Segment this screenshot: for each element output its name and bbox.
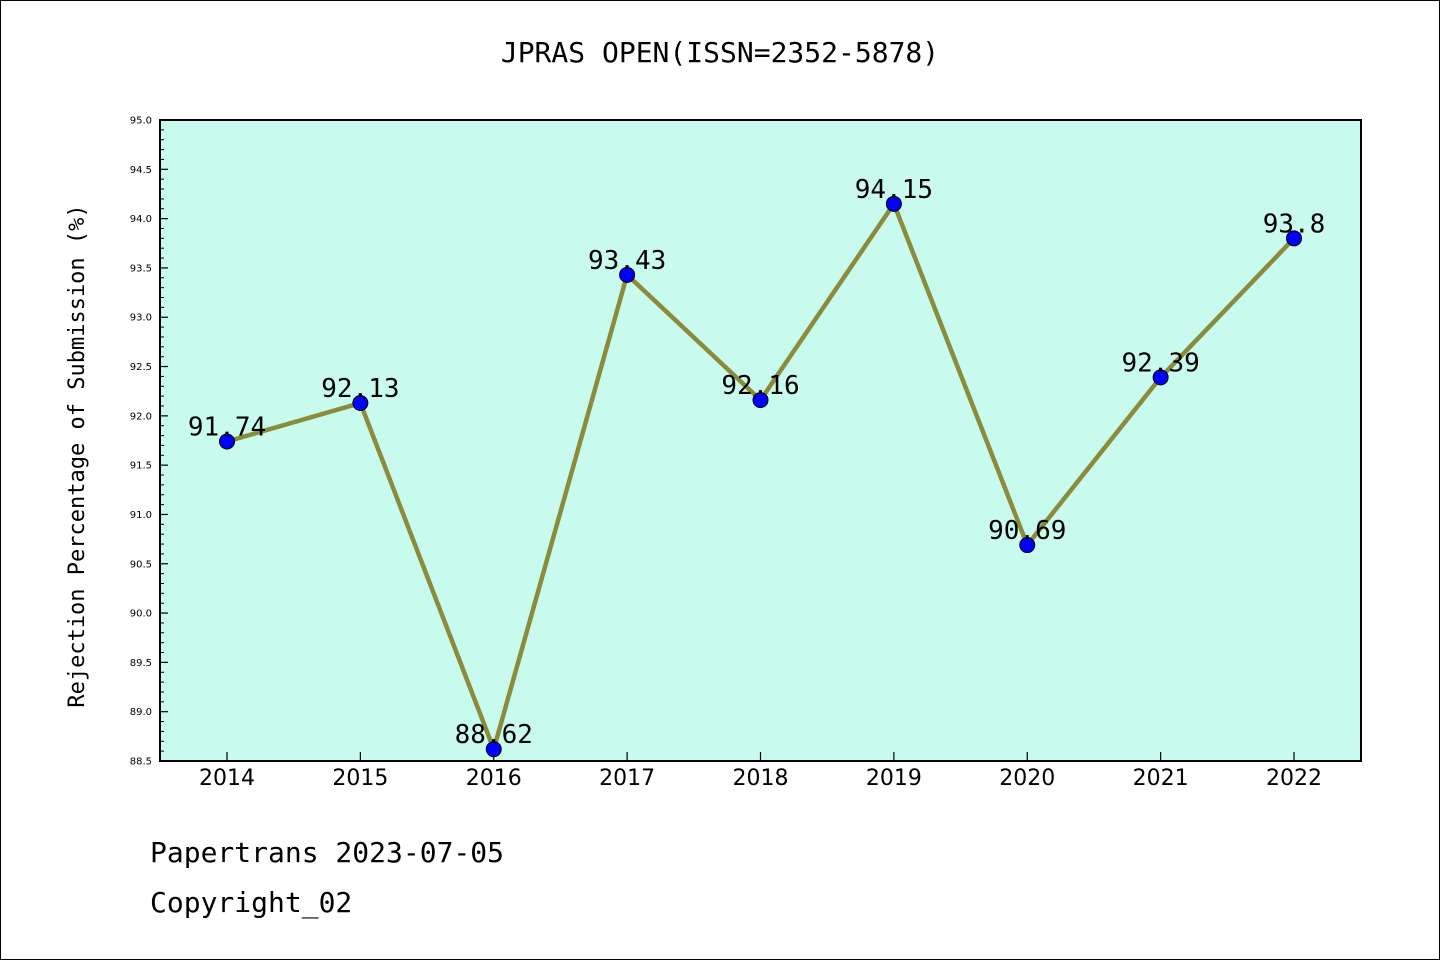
x-tick-label: 2017 <box>599 766 655 791</box>
data-label: 94.15 <box>855 175 933 205</box>
y-tick-label: 91.0 <box>130 510 152 521</box>
y-tick-label: 89.5 <box>130 658 152 669</box>
y-tick-label: 90.0 <box>130 609 152 620</box>
data-label: 92.13 <box>321 374 399 404</box>
x-tick-label: 2021 <box>1133 766 1189 791</box>
y-tick-label: 92.0 <box>130 411 152 422</box>
x-axis: 2014 2015 2016 2017 2018 2019 2020 2021 2022 <box>199 752 1322 791</box>
data-point <box>619 266 636 283</box>
y-tick-label: 95.0 <box>130 116 152 127</box>
y-axis: 88.5 89.0 89.5 90.0 90.5 91.0 91.5 92.0 92.5 93.0… <box>130 116 168 768</box>
x-tick-label: 2020 <box>999 766 1055 791</box>
data-label: 92.16 <box>721 371 799 401</box>
data-label: 88.62 <box>455 720 533 750</box>
y-tick-label: 94.5 <box>130 165 152 176</box>
y-tick-label: 92.5 <box>130 362 152 373</box>
x-tick-label: 2014 <box>199 766 255 791</box>
markers-group <box>219 195 1302 758</box>
x-tick-label: 2016 <box>466 766 522 791</box>
data-point <box>885 195 902 212</box>
plot-area <box>159 119 1362 762</box>
data-point <box>1286 230 1302 247</box>
data-labels-group: 91.74 92.13 88.62 93.43 92.16 94.15 90.69 92.39… <box>188 175 1325 750</box>
y-tick-label: 93.0 <box>130 313 152 324</box>
data-point <box>219 433 235 450</box>
data-label: 92.39 <box>1121 348 1199 378</box>
y-tick-label: 88.5 <box>130 757 152 768</box>
y-tick-label: 91.5 <box>130 461 152 472</box>
chart-title: JPRAS OPEN(ISSN=2352-5878) <box>500 36 940 69</box>
footer-copyright: Copyright_02 <box>150 886 353 919</box>
data-label: 90.69 <box>988 516 1066 546</box>
data-label: 91.74 <box>188 412 266 442</box>
data-label: 93.43 <box>588 246 666 276</box>
data-point <box>1019 537 1036 554</box>
data-point <box>752 392 769 409</box>
y-tick-label: 90.5 <box>130 559 152 570</box>
data-label: 93.8 <box>1263 209 1326 239</box>
footer-date: Papertrans 2023-07-05 <box>150 836 505 869</box>
x-tick-label: 2022 <box>1266 766 1322 791</box>
data-point <box>1152 369 1169 386</box>
x-tick-label: 2018 <box>733 766 789 791</box>
data-point <box>352 395 369 412</box>
x-tick-label: 2015 <box>332 766 388 791</box>
y-tick-label: 93.5 <box>130 263 152 274</box>
y-tick-label: 94.0 <box>130 214 152 225</box>
data-point <box>485 741 502 758</box>
y-tick-label: 89.0 <box>130 707 152 718</box>
y-axis-label: Rejection Percentage of Submission (%) <box>65 204 90 707</box>
x-tick-label: 2019 <box>866 766 922 791</box>
